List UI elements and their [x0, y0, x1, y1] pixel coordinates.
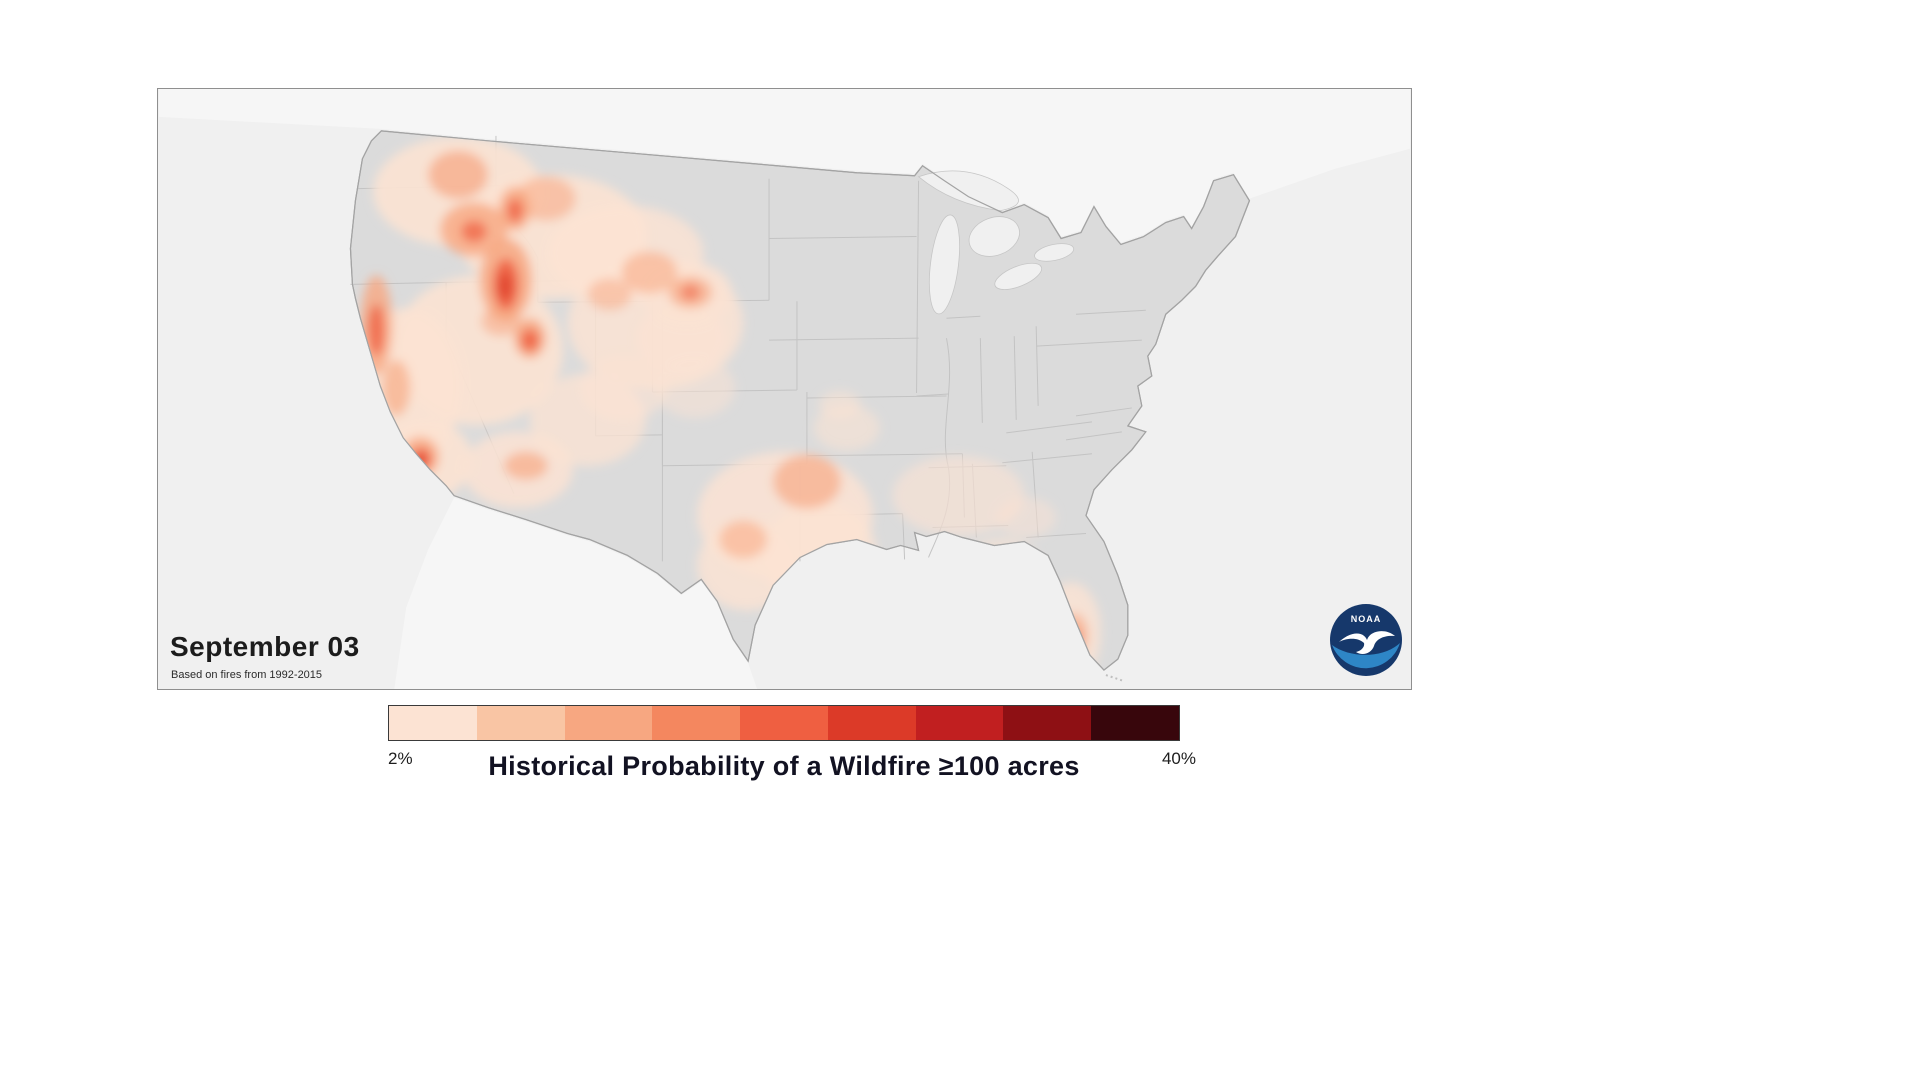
heat-blob: [621, 251, 678, 294]
legend: 2% 40% Historical Probability of a Wildf…: [388, 705, 1196, 791]
noaa-logo-text: NOAA: [1351, 614, 1382, 624]
legend-labels-row: 2% 40% Historical Probability of a Wildf…: [388, 747, 1196, 791]
noaa-logo-wave: [1332, 643, 1400, 669]
heat-blob: [506, 198, 523, 223]
colorbar-segment: [827, 706, 916, 740]
heat-blob: [818, 390, 861, 419]
wildfire-map-panel: September 03 Based on fires from 1992-20…: [157, 88, 1412, 690]
heat-blob: [719, 520, 768, 559]
colorbar-segment: [1003, 706, 1092, 740]
legend-min-label: 2%: [388, 749, 413, 768]
noaa-seagull-icon: [1339, 631, 1395, 654]
heat-blob: [515, 176, 576, 221]
lake-ontario: [1034, 243, 1075, 262]
colorbar-segment: [1091, 706, 1180, 740]
heat-blob: [655, 358, 736, 418]
heat-blob: [773, 454, 841, 509]
heat-blob: [579, 355, 668, 421]
heat-blob: [461, 220, 487, 243]
heat-blob: [963, 537, 1040, 594]
florida-keys: [1105, 674, 1125, 682]
heat-blob: [761, 501, 877, 610]
legend-max-label: 40%: [1161, 749, 1196, 768]
heat-blob: [680, 284, 701, 301]
us-map-svg: [159, 89, 1410, 689]
mexico-landmass: [394, 497, 758, 689]
heat-blob: [636, 303, 727, 374]
colorbar-segment: [740, 706, 828, 740]
lake-erie: [994, 262, 1043, 290]
heat-blob: [503, 451, 548, 480]
heat-blob: [892, 455, 1025, 536]
colorbar-segment: [389, 706, 477, 740]
source-note: Based on fires from 1992-2015: [171, 669, 323, 681]
heat-blob: [497, 272, 512, 301]
colorbar-segment: [652, 706, 741, 740]
noaa-logo: NOAA: [1329, 603, 1403, 677]
heat-blob: [1060, 613, 1088, 658]
legend-title: Historical Probability of a Wildfire ≥10…: [488, 751, 1080, 781]
lake-huron: [968, 216, 1020, 257]
lake-michigan: [928, 214, 960, 315]
date-label: September 03: [170, 631, 360, 662]
heat-blob: [368, 304, 385, 357]
heat-blob: [807, 562, 842, 589]
heat-blob: [1067, 628, 1082, 649]
colorbar: [388, 705, 1180, 741]
noaa-logo-icon: NOAA: [1330, 604, 1402, 676]
colorbar-segment: [915, 706, 1004, 740]
canada-landmass: [159, 89, 1410, 243]
great-lakes: [917, 170, 1075, 315]
heat-blob: [996, 497, 1057, 538]
heat-blob: [820, 573, 829, 582]
colorbar-segment: [564, 706, 653, 740]
baja-peninsula: [450, 505, 485, 644]
heat-blob: [1041, 582, 1101, 671]
heat-blob: [587, 278, 632, 311]
colorbar-segment: [476, 706, 565, 740]
lake-superior: [917, 170, 1019, 211]
heat-blob: [428, 150, 488, 199]
heat-blob: [382, 360, 411, 416]
heat-blob: [816, 569, 833, 584]
heat-blob: [520, 329, 539, 352]
heat-blob: [481, 306, 521, 337]
